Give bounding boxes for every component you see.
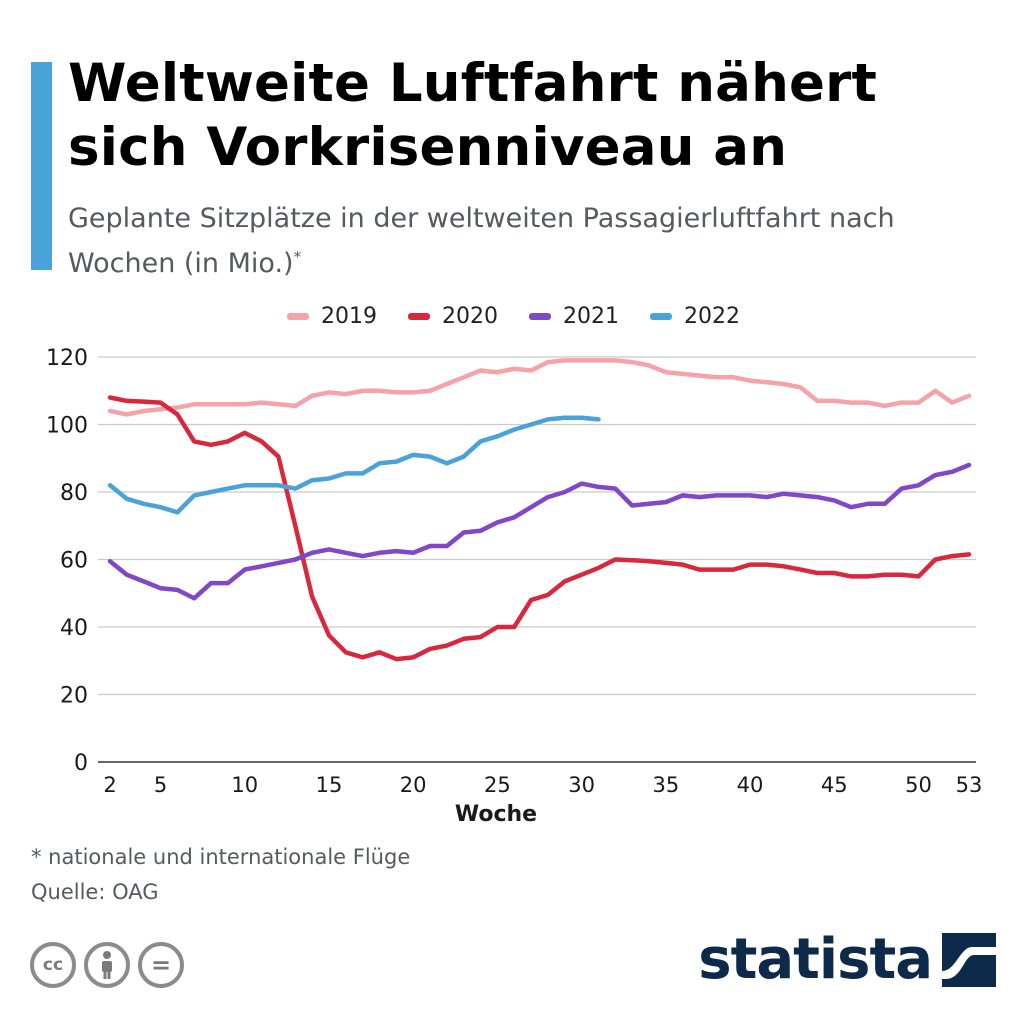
legend-item-2022: 2022 bbox=[650, 296, 740, 336]
chart-title: Weltweite Luftfahrt nähert sich Vorkrise… bbox=[68, 53, 878, 178]
x-tick-label-25: 25 bbox=[484, 773, 511, 797]
subtitle-text: Geplante Sitzplätze in der weltweiten Pa… bbox=[68, 203, 895, 279]
grid-lines bbox=[98, 356, 976, 763]
legend-label-2022: 2022 bbox=[684, 303, 740, 329]
y-axis-ticks: 0 20 40 60 80 100 120 bbox=[46, 346, 88, 776]
legend-item-2021: 2021 bbox=[529, 296, 619, 336]
legend-swatch-2021 bbox=[529, 312, 551, 320]
series-line-2022 bbox=[107, 415, 601, 515]
y-tick-label-0: 0 bbox=[74, 751, 88, 776]
x-tick-label-35: 35 bbox=[652, 773, 679, 797]
legend-swatch-2022 bbox=[650, 312, 672, 320]
y-tick-label-20: 20 bbox=[60, 684, 88, 709]
accent-bar bbox=[31, 62, 52, 270]
person-attribution-icon[interactable] bbox=[84, 942, 130, 988]
x-tick-label-10: 10 bbox=[231, 773, 258, 797]
x-tick-label-50: 50 bbox=[905, 773, 932, 797]
equals-icon-label: = bbox=[150, 951, 172, 979]
x-axis-label: Woche bbox=[455, 802, 537, 827]
x-tick-label-40: 40 bbox=[737, 773, 764, 797]
series-line-2020 bbox=[107, 395, 972, 662]
y-tick-label-120: 120 bbox=[46, 346, 88, 371]
series-lines bbox=[107, 358, 972, 662]
equals-noderivatives-icon[interactable]: = bbox=[138, 942, 184, 988]
x-tick-label-20: 20 bbox=[400, 773, 427, 797]
subtitle-footnote-marker: * bbox=[293, 248, 302, 266]
legend-label-2019: 2019 bbox=[321, 303, 377, 329]
brand-logo[interactable]: statista bbox=[698, 930, 996, 990]
cc-icon[interactable]: cc bbox=[30, 942, 76, 988]
brand-name: statista bbox=[698, 927, 933, 992]
cc-icon-label: cc bbox=[42, 955, 64, 975]
y-tick-label-100: 100 bbox=[46, 414, 88, 439]
statista-wave-icon bbox=[942, 933, 996, 987]
legend-label-2020: 2020 bbox=[442, 303, 498, 329]
legend-item-2019: 2019 bbox=[287, 296, 377, 336]
person-glyph bbox=[102, 951, 112, 979]
footnote: * nationale und internationale Flüge bbox=[31, 845, 411, 869]
y-tick-label-80: 80 bbox=[60, 481, 88, 506]
x-tick-label-30: 30 bbox=[568, 773, 595, 797]
x-tick-label-15: 15 bbox=[316, 773, 343, 797]
legend-swatch-2020 bbox=[408, 312, 430, 320]
x-axis-ticks: 2 5 10 15 20 25 30 35 40 45 50 53 bbox=[103, 773, 982, 797]
y-tick-label-40: 40 bbox=[60, 616, 88, 641]
y-tick-label-60: 60 bbox=[60, 549, 88, 574]
chart-subtitle: Geplante Sitzplätze in der weltweiten Pa… bbox=[68, 200, 968, 283]
legend-swatch-2019 bbox=[287, 312, 309, 320]
legend: 2019 2020 2021 2022 bbox=[0, 296, 1024, 336]
x-tick-label-2: 2 bbox=[103, 773, 116, 797]
series-line-2021 bbox=[107, 462, 972, 601]
legend-label-2021: 2021 bbox=[563, 303, 619, 329]
legend-item-2020: 2020 bbox=[408, 296, 498, 336]
source-note: Quelle: OAG bbox=[31, 880, 159, 904]
license-badges: cc = bbox=[30, 942, 184, 988]
series-line-2019 bbox=[107, 358, 972, 417]
x-tick-label-45: 45 bbox=[821, 773, 848, 797]
x-tick-label-5: 5 bbox=[154, 773, 167, 797]
x-tick-label-53: 53 bbox=[956, 773, 983, 797]
